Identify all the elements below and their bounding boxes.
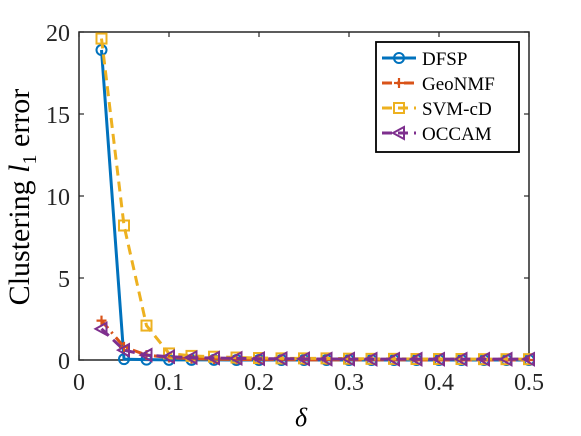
x-tick-label: 0.4 [424, 370, 454, 396]
data-point [340, 351, 355, 367]
x-tick-label: 0.2 [244, 370, 274, 396]
data-point [115, 342, 130, 358]
data-point [498, 351, 513, 367]
y-tick-label: 0 [58, 349, 70, 375]
data-point [318, 351, 333, 367]
data-point [475, 351, 490, 367]
data-point [96, 315, 107, 326]
x-tick-label: 0.3 [334, 370, 364, 396]
legend-marker [393, 102, 405, 114]
data-point [95, 32, 108, 45]
data-point [520, 351, 535, 367]
data-point [228, 350, 243, 367]
series-group [93, 32, 535, 367]
y-axis-label-tail: error [3, 89, 36, 155]
data-point [295, 351, 310, 367]
legend-box [375, 41, 520, 153]
legend-label: GeoNMF [422, 74, 495, 95]
data-point [140, 319, 153, 332]
legend: DFSP GeoNMF SVM-cD OCCAM [375, 41, 520, 153]
legend-marker [390, 125, 405, 141]
legend-label: DFSP [422, 49, 467, 70]
y-tick-label: 10 [46, 185, 70, 211]
series-line [100, 327, 529, 361]
data-point [250, 351, 265, 367]
x-tick-label: 0 [73, 370, 85, 396]
data-point [363, 351, 378, 367]
y-tick-label: 15 [46, 103, 70, 129]
legend-label: OCCAM [422, 124, 492, 145]
y-axis-label-main: Clustering [3, 173, 36, 306]
legend-marker [393, 52, 405, 64]
x-tick-label: 0.5 [514, 370, 544, 396]
data-point [408, 351, 423, 367]
axis-ticks: 0 0.1 0.2 0.3 0.4 0.5 0 5 10 15 20 [46, 21, 544, 396]
y-tick-label: 20 [46, 21, 70, 47]
data-point [430, 351, 445, 367]
data-point [118, 219, 130, 232]
legend-label: SVM-cD [422, 99, 492, 120]
data-point [183, 349, 198, 366]
y-tick-label: 5 [58, 267, 70, 293]
data-point [205, 350, 220, 366]
y-axis-label-symbol: l [3, 164, 36, 172]
y-axis-label: Clustering l1 error [3, 89, 41, 306]
series-occam [93, 321, 535, 367]
legend-marker [394, 78, 404, 88]
y-axis-label-subscript: 1 [19, 154, 41, 164]
data-point [138, 347, 153, 363]
data-point [160, 349, 175, 365]
x-tick-label: 0.1 [154, 370, 184, 396]
data-point [273, 351, 288, 367]
data-point [385, 351, 400, 367]
data-point [453, 351, 468, 367]
x-axis-label: δ [295, 403, 308, 432]
data-point [93, 321, 108, 337]
